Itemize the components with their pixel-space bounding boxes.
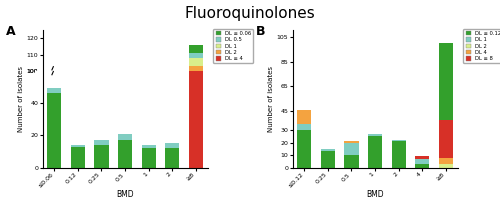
Legend: DL ≤ 0.06, DL 0.5, DL 1, DL 2, DL ≥ 4: DL ≤ 0.06, DL 0.5, DL 1, DL 2, DL ≥ 4	[214, 29, 254, 63]
Bar	[415, 164, 429, 168]
Text: Fluoroquinolones: Fluoroquinolones	[184, 6, 316, 21]
Bar	[188, 58, 203, 66]
Bar	[344, 155, 358, 168]
Bar	[165, 143, 179, 148]
Bar	[438, 43, 453, 120]
Bar	[47, 88, 62, 93]
Bar	[118, 140, 132, 168]
X-axis label: BMD: BMD	[366, 190, 384, 199]
Bar	[71, 145, 85, 147]
Bar	[344, 143, 358, 155]
Bar	[165, 148, 179, 168]
Bar	[71, 147, 85, 168]
Bar	[392, 140, 406, 141]
Bar	[188, 53, 203, 58]
Bar	[188, 71, 203, 168]
Bar	[297, 110, 312, 124]
Y-axis label: Number of isolates: Number of isolates	[268, 66, 274, 132]
Y-axis label: Number of isolates: Number of isolates	[18, 66, 24, 132]
Bar	[94, 145, 108, 168]
Bar	[368, 136, 382, 168]
Bar	[368, 134, 382, 136]
Bar	[297, 130, 312, 168]
Bar	[344, 141, 358, 143]
Bar	[188, 45, 203, 53]
Bar	[94, 140, 108, 145]
Bar	[47, 93, 62, 168]
Bar	[438, 158, 453, 164]
Text: B: B	[256, 25, 266, 38]
Text: A: A	[6, 25, 16, 38]
Bar	[415, 159, 429, 164]
Bar	[118, 134, 132, 140]
Bar	[438, 120, 453, 158]
Bar	[297, 124, 312, 130]
Bar	[142, 145, 156, 148]
Bar	[321, 152, 335, 168]
Bar	[188, 66, 203, 71]
Bar	[142, 148, 156, 168]
Bar	[321, 149, 335, 152]
X-axis label: BMD: BMD	[116, 190, 134, 199]
Bar	[392, 141, 406, 168]
Bar	[415, 156, 429, 159]
Bar	[438, 164, 453, 168]
Legend: DL ≤ 0.12, DL 1, DL 2, DL 4, DL ≥ 8: DL ≤ 0.12, DL 1, DL 2, DL 4, DL ≥ 8	[464, 29, 500, 63]
